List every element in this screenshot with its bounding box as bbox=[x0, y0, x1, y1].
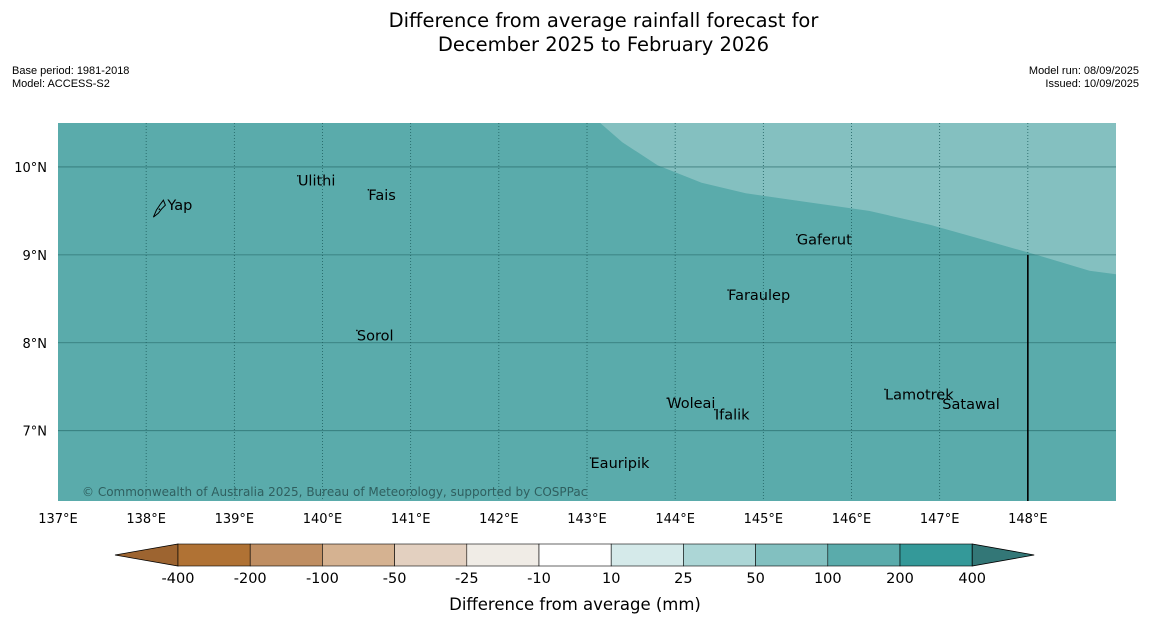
longitude-tick-label: 138°E bbox=[126, 512, 166, 527]
place-label: Satawal bbox=[942, 397, 999, 413]
latitude-tick-label: 10°N bbox=[14, 161, 47, 176]
place-label: Fais bbox=[368, 188, 395, 204]
island-marker bbox=[937, 396, 940, 399]
colorbar-tick-label: -50 bbox=[383, 571, 407, 587]
latitude-tick-labels: 10°N 9°N 8°N 7°N bbox=[14, 161, 47, 440]
colorbar-segment bbox=[899, 543, 973, 567]
place-label: Ulithi bbox=[298, 174, 336, 190]
place-label: Woleai bbox=[667, 396, 715, 412]
yap-island-shape bbox=[152, 199, 166, 218]
longitude-tick-label: 144°E bbox=[655, 512, 695, 527]
title-line-1: Difference from average rainfall forecas… bbox=[388, 9, 819, 32]
island-marker bbox=[714, 408, 716, 411]
island-marker bbox=[297, 174, 299, 177]
colorbar-tick-label: -200 bbox=[234, 571, 267, 587]
latitude-tick-label: 8°N bbox=[23, 337, 48, 352]
island-marker bbox=[796, 233, 798, 236]
meta-left: Base period: 1981-2018 Model: ACCESS-S2 bbox=[12, 65, 129, 91]
longitude-tick-label: 143°E bbox=[567, 512, 607, 527]
title-line-2: December 2025 to February 2026 bbox=[437, 33, 770, 56]
island-marker bbox=[941, 398, 944, 400]
longitude-tick-label: 145°E bbox=[744, 512, 784, 527]
longitude-tick-label: 146°E bbox=[832, 512, 872, 527]
longitude-tick-label: 148°E bbox=[1008, 512, 1048, 527]
map-panel: Yap Ulithi Fais Gaferut Faraulep Sorol WoleaiI… bbox=[58, 123, 1116, 501]
colorbar-tick-label: 25 bbox=[674, 571, 692, 587]
island-marker bbox=[589, 457, 592, 459]
colorbar-tick-label: -25 bbox=[455, 571, 479, 587]
latitude-tick-label: 9°N bbox=[23, 249, 48, 264]
colorbar-segment bbox=[827, 543, 901, 567]
colorbar-tick-label: -10 bbox=[527, 571, 551, 587]
place-labels: Yap Ulithi Fais Gaferut Faraulep Sorol WoleaiI… bbox=[158, 174, 1000, 472]
colorbar-segment bbox=[394, 543, 468, 567]
colorbar-tick-label: 50 bbox=[746, 571, 764, 587]
longitude-tick-label: 139°E bbox=[215, 512, 255, 527]
island-marker bbox=[727, 289, 729, 291]
higher-rainfall-region bbox=[600, 123, 1116, 275]
colorbar-tick-label: 10 bbox=[602, 571, 620, 587]
colorbar-tick-label: -400 bbox=[162, 571, 195, 587]
meta-right: Model run: 08/09/2025 Issued: 10/09/2025 bbox=[1029, 65, 1139, 91]
island-marker bbox=[666, 397, 669, 399]
place-label: Gaferut bbox=[797, 233, 852, 249]
place-label: Eauripik bbox=[591, 456, 650, 472]
longitude-tick-label: 140°E bbox=[303, 512, 343, 527]
colorbar-tick-label: -100 bbox=[306, 571, 339, 587]
island-marker bbox=[158, 208, 161, 210]
island-marker bbox=[356, 329, 358, 332]
colorbar-segment bbox=[610, 543, 684, 567]
colorbar-low-extension bbox=[114, 543, 179, 567]
copyright-text: © Commonwealth of Australia 2025, Bureau… bbox=[82, 485, 587, 499]
colorbar-segment bbox=[683, 543, 756, 567]
place-label: Yap bbox=[166, 198, 192, 214]
model-run-text: Model run: 08/09/2025 bbox=[1028, 65, 1139, 77]
base-period-text: Base period: 1981-2018 bbox=[12, 65, 130, 77]
colorbar-title: Difference from average (mm) bbox=[449, 595, 701, 614]
colorbar-segment bbox=[538, 543, 612, 567]
colorbar-tick-label: 400 bbox=[958, 571, 986, 587]
colorbar-segment bbox=[755, 543, 829, 567]
chart-title: Difference from average rainfall forecas… bbox=[0, 9, 1150, 57]
longitude-tick-label: 147°E bbox=[920, 512, 960, 527]
colorbar-tick-label: 200 bbox=[886, 571, 914, 587]
island-marker bbox=[884, 388, 886, 391]
place-label: Sorol bbox=[357, 328, 394, 344]
island-marker bbox=[367, 189, 370, 191]
place-label: Lamotrek bbox=[885, 387, 954, 403]
colorbar-tick-label: 100 bbox=[814, 571, 842, 587]
issued-text: Issued: 10/09/2025 bbox=[1045, 78, 1139, 90]
colorbar-segment bbox=[466, 543, 540, 567]
latitude-tick-label: 7°N bbox=[23, 425, 48, 440]
colorbar-segment bbox=[249, 543, 323, 567]
colorbar-high-extension bbox=[971, 543, 1035, 567]
colorbar-segment bbox=[177, 543, 251, 567]
graticule bbox=[58, 123, 1116, 501]
longitude-tick-label: 142°E bbox=[479, 512, 519, 527]
longitude-tick-label: 141°E bbox=[391, 512, 431, 527]
longitude-tick-labels: 137°E 138°E 139°E 140°E 141°E 142°E 143°E 144°E… bbox=[38, 512, 1047, 527]
colorbar: -400 -200 -100 -50 -25 -10 10 25 50 100 200 400 bbox=[114, 543, 1035, 587]
model-text: Model: ACCESS-S2 bbox=[12, 78, 110, 90]
longitude-tick-label: 137°E bbox=[38, 512, 78, 527]
colorbar-segment bbox=[322, 543, 395, 567]
place-label: Ifalik bbox=[715, 408, 750, 424]
place-label: Faraulep bbox=[728, 288, 790, 304]
